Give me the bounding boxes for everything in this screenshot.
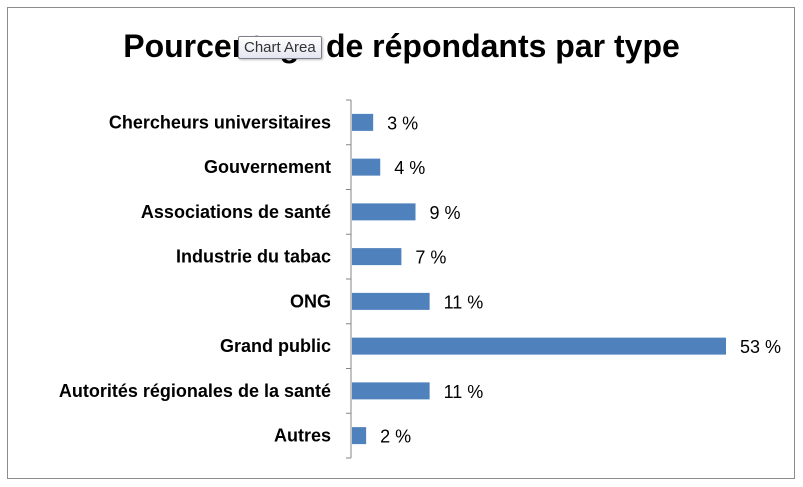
bar[interactable] (352, 382, 430, 400)
data-label: 11 % (444, 382, 484, 402)
category-label: Gouvernement (204, 157, 331, 177)
bars (352, 113, 726, 445)
category-label: Grand public (220, 336, 331, 356)
category-label: Associations de santé (141, 202, 331, 222)
bar[interactable] (352, 248, 402, 266)
category-label: Autorités régionales de la santé (59, 381, 331, 401)
category-label: Autres (274, 426, 331, 446)
bar[interactable] (352, 337, 726, 355)
data-label: 53 % (740, 337, 781, 357)
chart-area-tooltip: Chart Area (238, 36, 322, 59)
bar[interactable] (352, 427, 367, 445)
data-label: 7 % (415, 248, 446, 268)
data-label: 9 % (430, 203, 461, 223)
data-label: 11 % (444, 292, 484, 312)
bar[interactable] (352, 113, 374, 131)
vertical-axis (346, 99, 352, 459)
chart-area[interactable] (7, 7, 795, 479)
bar[interactable] (352, 158, 381, 176)
category-label: Industrie du tabac (176, 247, 331, 267)
chart-title: Pourcentage de répondants par type (123, 28, 680, 64)
data-label: 2 % (380, 427, 411, 447)
data-label: 4 % (394, 158, 425, 178)
data-label: 3 % (387, 113, 418, 133)
bar[interactable] (352, 203, 416, 221)
category-label: Chercheurs universitaires (109, 112, 331, 132)
category-labels: Chercheurs universitaires Gouvernement Ass… (59, 112, 331, 445)
category-label: ONG (290, 291, 331, 311)
data-labels: 3 % 4 % 9 % 7 % 11 % 53 % 11 % 2 % (380, 113, 781, 446)
bar[interactable] (352, 292, 430, 310)
